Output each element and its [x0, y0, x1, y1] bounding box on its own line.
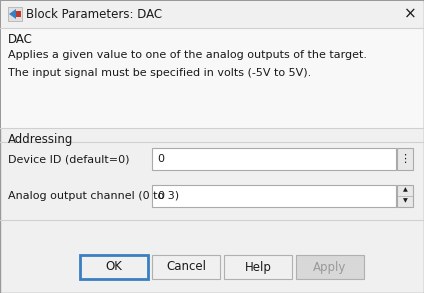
Text: OK: OK	[106, 260, 123, 273]
Text: Cancel: Cancel	[166, 260, 206, 273]
Text: DAC: DAC	[8, 33, 33, 46]
Bar	[15, 11, 21, 17]
Text: Applies a given value to one of the analog outputs of the target.: Applies a given value to one of the anal…	[8, 50, 367, 60]
Text: Block Parameters: DAC: Block Parameters: DAC	[26, 8, 162, 21]
Text: ⋮: ⋮	[399, 154, 410, 164]
Bar	[152, 255, 220, 279]
Text: Addressing: Addressing	[8, 133, 73, 146]
Text: 0: 0	[157, 154, 164, 164]
Bar	[152, 185, 396, 207]
Bar	[152, 148, 396, 170]
Bar	[397, 148, 413, 170]
Bar	[1, 28, 423, 128]
Text: ▲: ▲	[403, 188, 407, 193]
Bar	[8, 7, 22, 21]
Text: Analog output channel (0 to 3): Analog output channel (0 to 3)	[8, 191, 179, 201]
Polygon shape	[9, 9, 16, 19]
Bar	[1, 1, 423, 28]
Bar	[80, 255, 148, 279]
Bar	[224, 255, 292, 279]
Text: Apply: Apply	[313, 260, 347, 273]
Text: Device ID (default=0): Device ID (default=0)	[8, 154, 129, 164]
Text: ×: ×	[404, 7, 416, 22]
Text: ▼: ▼	[403, 198, 407, 204]
Bar	[397, 185, 413, 207]
Text: The input signal must be specified in volts (-5V to 5V).: The input signal must be specified in vo…	[8, 68, 311, 78]
Text: 0: 0	[157, 191, 164, 201]
Bar	[296, 255, 364, 279]
Text: Help: Help	[245, 260, 271, 273]
